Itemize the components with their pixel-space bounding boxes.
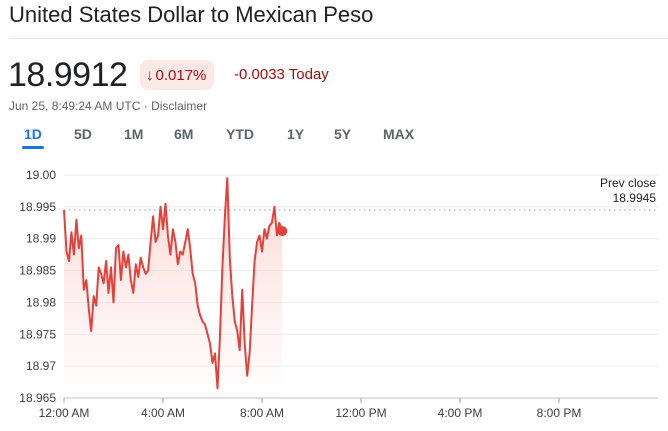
last-price-dot (277, 226, 288, 237)
tab-1d[interactable]: 1D (22, 126, 44, 149)
tab-ytd[interactable]: YTD (226, 126, 254, 142)
meta-separator: · (140, 99, 152, 113)
prev-close-label: Prev close (600, 176, 656, 190)
price-area-fill (64, 178, 283, 398)
change-percent-badge: ↓ 0.017% (140, 60, 215, 90)
y-tick-label: 18.99 (26, 232, 56, 246)
y-tick-label: 18.965 (19, 391, 56, 405)
current-price: 18.9912 (8, 56, 128, 94)
x-tick-label: 12:00 PM (335, 406, 386, 420)
quote-timestamp: Jun 25, 8:49:24 AM UTC (9, 99, 141, 113)
price-chart[interactable]: 19.00 18.995 18.99 18.985 18.98 18.975 18.97 18… (0, 160, 668, 431)
tab-6m[interactable]: 6M (174, 126, 194, 142)
page-title: United States Dollar to Mexican Peso (9, 2, 374, 27)
x-tick-label: 8:00 PM (537, 406, 582, 420)
tab-5d[interactable]: 5D (74, 126, 92, 142)
arrow-down-icon: ↓ (146, 66, 154, 84)
x-tick-label: 4:00 PM (438, 406, 483, 420)
y-tick-label: 18.97 (26, 359, 56, 373)
prev-close-value: 18.9945 (613, 191, 657, 205)
x-tick-label: 4:00 AM (141, 406, 185, 420)
header-divider (9, 38, 668, 39)
y-tick-label: 19.00 (26, 168, 56, 182)
change-today: -0.0033 Today (234, 66, 329, 83)
tab-1y[interactable]: 1Y (287, 126, 305, 142)
x-tick-label: 12:00 AM (39, 406, 90, 420)
disclaimer-link[interactable]: Disclaimer (151, 99, 208, 113)
change-percent-value: 0.017% (155, 66, 207, 84)
y-tick-label: 18.985 (19, 264, 56, 278)
y-tick-label: 18.995 (19, 200, 56, 214)
quote-meta: Jun 25, 8:49:24 AM UTC · Disclaimer (9, 99, 207, 113)
tab-1m[interactable]: 1M (124, 126, 144, 142)
x-tick-label: 8:00 AM (240, 406, 284, 420)
y-tick-label: 18.975 (19, 327, 56, 341)
tab-5y[interactable]: 5Y (334, 126, 352, 142)
price-line[interactable] (63, 177, 284, 390)
y-tick-label: 18.98 (26, 295, 56, 309)
tab-max[interactable]: MAX (383, 126, 415, 142)
